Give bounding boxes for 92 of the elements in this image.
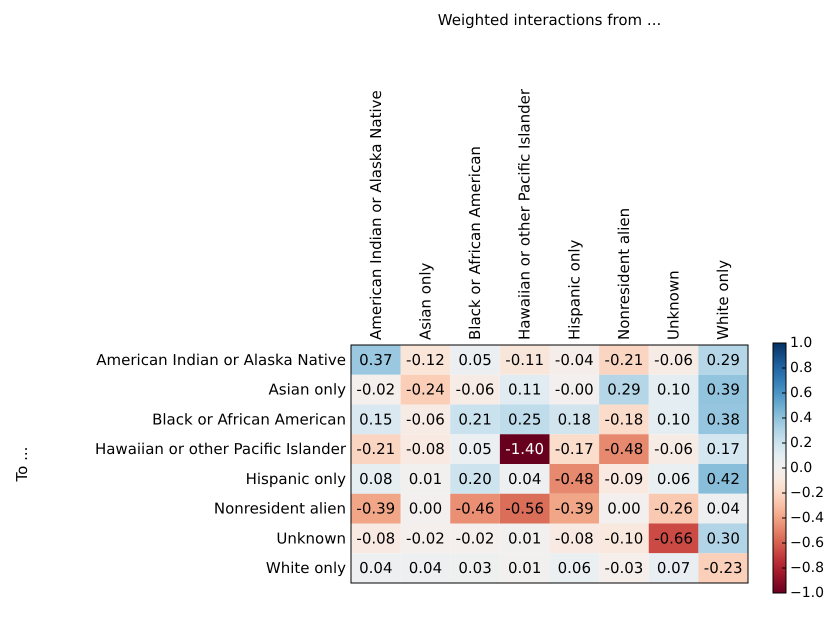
data-label: -0.08	[554, 529, 594, 548]
data-label: -0.00	[554, 380, 594, 399]
x-tick-label: Nonresident alien	[614, 208, 633, 340]
data-label: -0.39	[554, 500, 594, 518]
data-label: 0.18	[558, 410, 592, 428]
data-label: 0.01	[508, 529, 542, 548]
color-bar-label: −0.6	[790, 535, 824, 551]
color-bar-label: 0.4	[790, 410, 812, 426]
y-tick-label: American Indian or Alaska Native	[96, 350, 346, 369]
x-tick-label: Hawaiian or other Pacific Islander	[516, 88, 534, 340]
data-label: -0.09	[604, 470, 644, 488]
y-tick-label: Hispanic only	[246, 470, 346, 488]
data-label: 0.06	[558, 559, 592, 578]
data-label: 0.29	[607, 380, 641, 399]
data-label: -0.24	[406, 380, 445, 399]
data-label: -0.48	[604, 440, 644, 458]
data-label: 0.00	[408, 500, 442, 518]
data-label: 0.15	[359, 410, 393, 428]
data-label: -0.03	[604, 559, 644, 578]
color-bar-label: −0.2	[790, 485, 824, 501]
data-label: 0.30	[706, 529, 740, 548]
data-label: 0.05	[458, 350, 492, 369]
color-bar-label: 0.8	[790, 360, 812, 376]
x-tick-label: Hispanic only	[565, 239, 584, 340]
data-label: -0.06	[406, 410, 445, 428]
data-label: 0.00	[607, 500, 641, 518]
data-label: 0.11	[508, 380, 542, 399]
data-label: -0.12	[406, 350, 445, 369]
data-label: -0.21	[604, 350, 644, 369]
data-label: -0.26	[654, 500, 693, 518]
data-label: 0.01	[508, 559, 542, 578]
data-label: 0.42	[706, 470, 740, 488]
chart-title: Weighted interactions from ...	[438, 11, 662, 29]
color-bar-label: 1.0	[790, 335, 812, 351]
color-bar-label: −1.0	[790, 585, 824, 601]
data-label: -0.23	[704, 559, 743, 578]
color-bar-label: −0.8	[790, 560, 824, 576]
data-label: -0.21	[356, 440, 396, 458]
data-label: -0.04	[554, 350, 594, 369]
data-label: -0.18	[604, 410, 644, 428]
y-axis-title: To ...	[13, 446, 31, 482]
y-tick-label: Hawaiian or other Pacific Islander	[94, 440, 347, 458]
x-tick-label: White only	[714, 260, 732, 340]
data-label: -0.11	[505, 350, 544, 369]
data-label: 0.03	[458, 559, 492, 578]
y-tick-label: Asian only	[268, 380, 346, 399]
color-bar-label: 0.2	[790, 435, 812, 451]
y-tick-label: White only	[266, 559, 346, 578]
data-label: 0.20	[458, 470, 492, 488]
data-label: 0.10	[656, 380, 690, 399]
x-tick-label: Unknown	[664, 270, 683, 340]
data-label: -0.08	[356, 529, 396, 548]
data-label: 0.06	[656, 470, 690, 488]
color-bar-label: 0.0	[790, 460, 812, 476]
data-label: 0.08	[359, 470, 393, 488]
data-label: -0.46	[456, 500, 494, 518]
data-label: -0.08	[406, 440, 445, 458]
data-label: 0.04	[706, 500, 740, 518]
data-label: -0.06	[654, 350, 693, 369]
data-label: 0.07	[656, 559, 690, 578]
data-label: 0.37	[359, 350, 393, 369]
data-label: 0.17	[706, 440, 740, 458]
data-label: -0.02	[456, 529, 494, 548]
data-label: -0.10	[604, 529, 644, 548]
data-label: 0.25	[508, 410, 542, 428]
data-label: 0.38	[706, 410, 740, 428]
data-label: 0.39	[706, 380, 740, 399]
data-label: 0.01	[408, 470, 442, 488]
data-label: 0.29	[706, 350, 740, 369]
data-label: -0.02	[406, 529, 445, 548]
data-label: -0.02	[356, 380, 396, 399]
x-tick-label: Asian only	[416, 262, 434, 340]
data-label: 0.10	[656, 410, 690, 428]
x-tick-label: Black or African American	[466, 146, 484, 340]
data-label: 0.04	[508, 470, 542, 488]
data-label: -1.40	[505, 440, 544, 458]
data-label: -0.56	[505, 500, 544, 518]
data-label: -0.39	[356, 500, 396, 518]
data-label: 0.05	[458, 440, 492, 458]
data-label: -0.48	[554, 470, 594, 488]
data-label: -0.66	[654, 529, 693, 548]
data-label: -0.17	[554, 440, 594, 458]
color-bar-label: −0.4	[790, 510, 824, 526]
data-label: 0.21	[458, 410, 492, 428]
data-label: -0.06	[654, 440, 693, 458]
data-label: -0.06	[456, 380, 494, 399]
y-tick-label: Nonresident alien	[214, 500, 346, 518]
data-label: 0.04	[408, 559, 442, 578]
y-tick-label: Black or African American	[152, 410, 346, 428]
data-label: 0.04	[359, 559, 393, 578]
color-bar-label: 0.6	[790, 385, 812, 401]
y-tick-label: Unknown	[276, 529, 346, 548]
